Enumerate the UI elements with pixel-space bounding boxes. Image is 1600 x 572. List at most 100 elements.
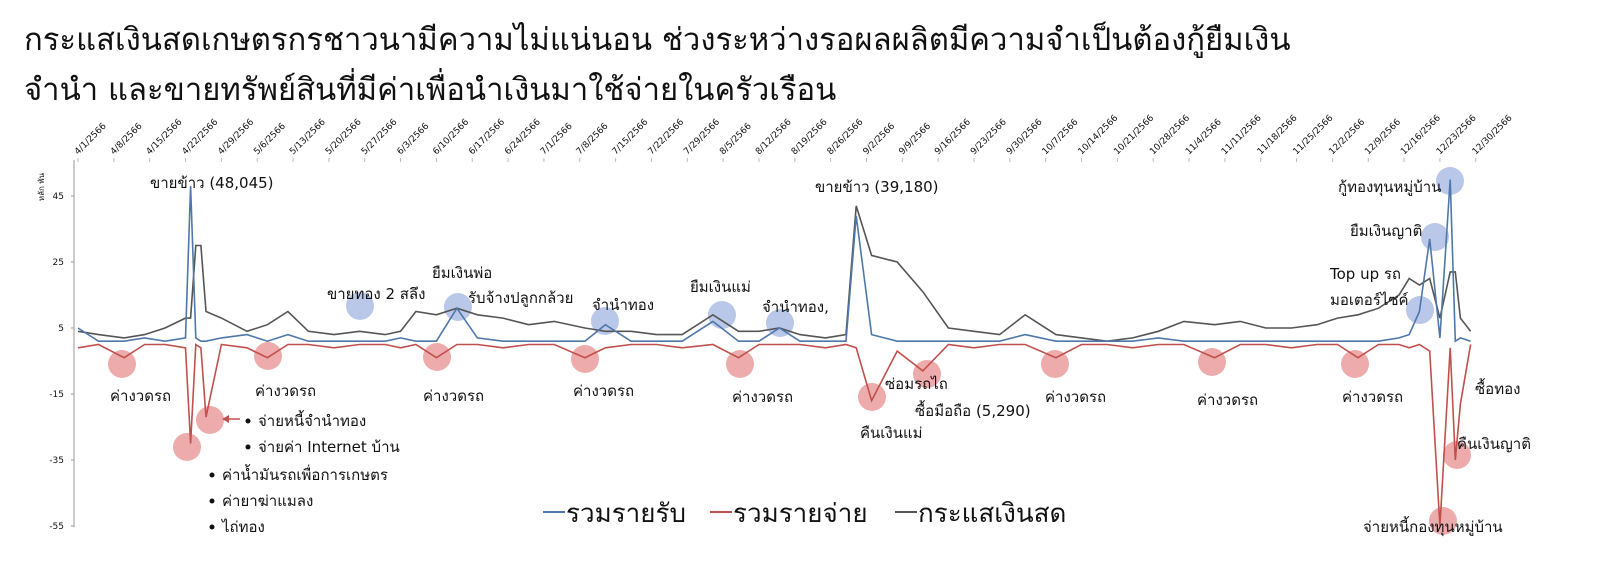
highlight-circle <box>173 433 201 461</box>
bullet <box>209 524 215 530</box>
series-line <box>77 179 1471 343</box>
highlight-circle <box>591 307 619 335</box>
annotation: คืนเงินญาติ <box>1457 435 1531 453</box>
y-tick-label: 45 <box>53 192 64 202</box>
x-tick-label: 5/27/2566 <box>360 117 400 157</box>
highlight-circle <box>254 342 282 370</box>
x-tick-label: 11/4/2566 <box>1184 117 1224 157</box>
x-tick-label: 9/30/2566 <box>1005 117 1045 157</box>
x-tick-label: 12/9/2566 <box>1363 117 1403 157</box>
x-tick-label: 9/2/2566 <box>862 121 898 157</box>
annotation: ขายข้าว (39,180) <box>815 178 939 196</box>
annotation: ยืมเงินแม่ <box>690 278 751 296</box>
y-tick-label: 25 <box>53 258 64 268</box>
x-tick-label: 9/9/2566 <box>897 121 933 157</box>
x-tick-label: 8/26/2566 <box>826 117 866 157</box>
annotation: ค่าน้ำมันรถเพื่อการเกษตร <box>222 464 388 484</box>
y-tick-label: -15 <box>49 390 64 400</box>
highlight-circle <box>1443 441 1471 469</box>
title-line: กระแสเงินสดเกษตรกรชาวนามีความไม่แน่นอน ช… <box>24 21 1291 58</box>
x-tick-label: 6/17/2566 <box>467 117 507 157</box>
annotation: Top up รถ <box>1329 265 1401 283</box>
highlight-circle <box>346 292 374 320</box>
annotation: ซื้อมือถือ (5,290) <box>915 400 1031 420</box>
annotation: ยืมเงินญาติ <box>1350 222 1423 240</box>
annotation: กู้ทองทุนหมู่บ้าน <box>1338 178 1441 197</box>
bullet <box>245 418 251 424</box>
title-line: จำนำ และขายทรัพย์สินที่มีค่าเพื่อนำเงินม… <box>24 68 836 108</box>
annotation: ขายทอง 2 สลึง <box>327 285 425 303</box>
highlight-circle <box>1421 223 1449 251</box>
annotation: จำนำทอง <box>592 296 654 314</box>
x-tick-label: 12/2/2566 <box>1327 117 1367 157</box>
highlight-circle <box>1341 350 1369 378</box>
x-tick-label: 5/13/2566 <box>288 117 328 157</box>
highlight-circle <box>108 350 136 378</box>
x-tick-label: 8/12/2566 <box>754 117 794 157</box>
x-tick-label: 4/1/2566 <box>73 121 109 157</box>
annotation: ขายข้าว (48,045) <box>150 174 274 192</box>
legend-label: รวมรายรับ <box>566 499 686 529</box>
x-tick-label: 5/6/2566 <box>252 121 288 157</box>
y-axis-label: หลัก พัน <box>37 172 46 201</box>
highlight-circle <box>858 383 886 411</box>
x-tick-label: 7/1/2566 <box>539 121 575 157</box>
x-tick-label: 9/23/2566 <box>969 117 1009 157</box>
x-tick-label: 4/8/2566 <box>109 121 145 157</box>
annotation: จ่ายค่า Internet บ้าน <box>258 438 400 456</box>
annotation: ค่างวดรถ <box>255 382 316 400</box>
highlight-circle <box>444 293 472 321</box>
x-tick-label: 4/15/2566 <box>145 117 185 157</box>
x-tick-label: 5/20/2566 <box>324 117 364 157</box>
x-tick-label: 8/5/2566 <box>718 121 754 157</box>
arrow-head <box>222 415 229 423</box>
series-line <box>77 343 1472 527</box>
annotation: ยืมเงินพ่อ <box>432 264 492 282</box>
highlight-circle <box>1041 350 1069 378</box>
y-tick-label: -35 <box>49 456 64 466</box>
legend-label: กระแสเงินสด <box>918 499 1066 529</box>
highlight-circle <box>1429 507 1457 535</box>
annotation: ค่างวดรถ <box>1045 388 1106 406</box>
x-tick-label: 6/24/2566 <box>503 117 543 157</box>
legend-label: รวมรายจ่าย <box>733 499 868 529</box>
annotation: ค่างวดรถ <box>1197 391 1258 409</box>
annotation: ค่างวดรถ <box>732 388 793 406</box>
x-tick-label: 8/19/2566 <box>790 117 830 157</box>
x-tick-label: 6/10/2566 <box>431 117 471 157</box>
x-tick-label: 7/29/2566 <box>682 117 722 157</box>
bullet <box>209 472 215 478</box>
x-tick-label: 6/3/2566 <box>396 121 432 157</box>
bullet <box>209 498 215 504</box>
annotation: คืนเงินแม่ <box>860 424 923 442</box>
highlight-circle <box>708 301 736 329</box>
annotation: จ่ายหนี้จำนำทอง <box>258 410 366 430</box>
annotation: ซ่อมรถไถ <box>885 375 948 393</box>
annotation: ซื้อทอง <box>1475 378 1520 398</box>
x-tick-label: 4/29/2566 <box>216 117 256 157</box>
x-tick-label: 10/7/2566 <box>1041 117 1081 157</box>
x-tick-label: 7/22/2566 <box>646 117 686 157</box>
highlight-circle <box>913 360 941 388</box>
annotation: ค่างวดรถ <box>573 382 634 400</box>
bullet <box>245 444 251 450</box>
x-tick-label: 4/22/2566 <box>181 117 221 157</box>
highlight-circle <box>571 345 599 373</box>
x-tick-label: 9/16/2566 <box>933 117 973 157</box>
annotation: รับจ้างปลูกกล้วย <box>468 289 573 307</box>
annotation: ไถ่ทอง <box>221 518 265 536</box>
annotation: จำนำทอง, <box>762 298 829 316</box>
x-tick-label: 7/8/2566 <box>575 121 611 157</box>
annotation: ค่างวดรถ <box>423 387 484 405</box>
annotation: ค่ายาฆ่าแมลง <box>222 492 313 510</box>
y-tick-label: -55 <box>49 522 64 532</box>
y-tick-label: 5 <box>58 324 64 334</box>
x-tick-label: 7/15/2566 <box>611 117 651 157</box>
annotation: ค่างวดรถ <box>110 387 171 405</box>
annotation: มอเตอร์ไซค์ <box>1330 291 1409 309</box>
annotation: ค่างวดรถ <box>1342 388 1403 406</box>
annotation: จ่ายหนี้กองทุนหมู่บ้าน <box>1363 516 1503 537</box>
highlight-circle <box>196 406 224 434</box>
highlight-circle <box>726 350 754 378</box>
